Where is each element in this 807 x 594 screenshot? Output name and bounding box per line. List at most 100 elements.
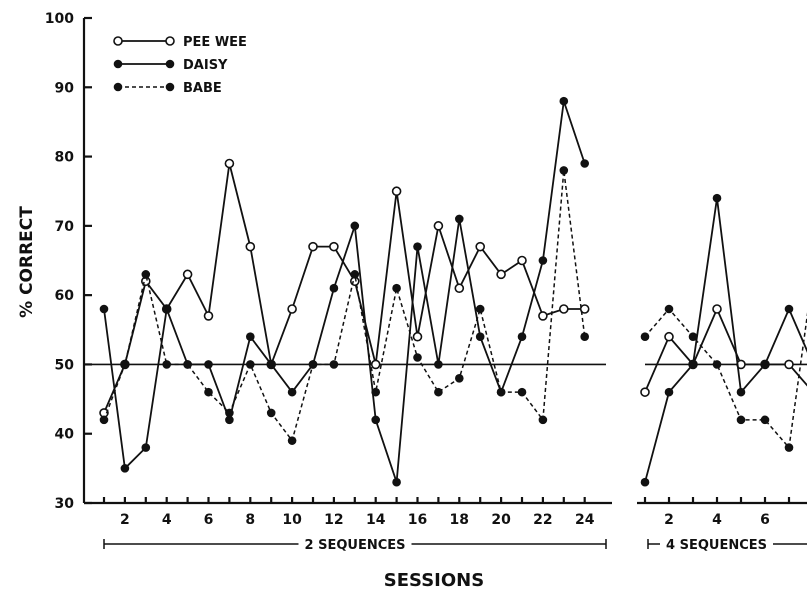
y-axis-label: % CORRECT bbox=[17, 206, 37, 318]
axes-layer bbox=[82, 16, 807, 549]
y-tick-label: 90 bbox=[55, 80, 75, 96]
data-point-daisy bbox=[712, 193, 722, 203]
data-point-pee-wee bbox=[329, 241, 339, 252]
series-line-pee-wee-2-sequences bbox=[103, 163, 585, 414]
series-line-daisy-2-sequences bbox=[103, 100, 586, 483]
y-tick-label: 80 bbox=[55, 150, 75, 166]
x-tick-label: 14 bbox=[366, 512, 386, 528]
data-point-babe bbox=[455, 373, 464, 383]
y-tick-label: 70 bbox=[55, 219, 75, 235]
data-point-babe bbox=[225, 408, 234, 418]
y-tick-label: 60 bbox=[55, 288, 75, 304]
data-point-babe bbox=[580, 332, 589, 342]
x-tick-label: 10 bbox=[282, 512, 302, 528]
data-point-pee-wee bbox=[538, 311, 548, 321]
legend-marker-pee-wee bbox=[113, 36, 123, 46]
x-tick-label: 24 bbox=[575, 512, 595, 528]
data-point-babe bbox=[120, 360, 130, 369]
data-point-babe bbox=[712, 360, 722, 369]
data-point-babe bbox=[162, 360, 171, 369]
data-point-babe bbox=[204, 387, 213, 397]
data-point-daisy bbox=[413, 242, 422, 251]
data-point-pee-wee bbox=[640, 387, 650, 397]
condition-label-4-sequences: 4 SEQUENCES bbox=[666, 538, 767, 553]
data-point-daisy bbox=[246, 332, 255, 342]
data-point-pee-wee bbox=[224, 158, 235, 169]
data-point-pee-wee bbox=[784, 359, 794, 370]
data-point-daisy bbox=[434, 360, 443, 369]
x-tick-label: 16 bbox=[408, 512, 427, 528]
data-point-babe bbox=[538, 415, 548, 425]
series-line-babe-4-sequences bbox=[644, 307, 807, 450]
data-point-babe bbox=[640, 332, 650, 342]
legend-item-pee-wee: PEE WEE bbox=[113, 35, 247, 50]
data-point-daisy bbox=[517, 332, 527, 342]
x-tick-label: 4 bbox=[712, 512, 722, 528]
data-point-babe bbox=[266, 408, 276, 418]
x-tick-label: 2 bbox=[120, 512, 130, 528]
y-tick-label: 40 bbox=[55, 427, 75, 443]
data-point-babe bbox=[308, 360, 318, 369]
data-point-babe bbox=[760, 415, 770, 425]
x-tick-label: 4 bbox=[162, 512, 172, 528]
data-point-daisy bbox=[688, 360, 698, 369]
data-point-pee-wee bbox=[558, 304, 569, 314]
data-point-pee-wee bbox=[433, 221, 444, 231]
data-point-pee-wee bbox=[203, 311, 214, 321]
data-point-babe bbox=[475, 304, 485, 314]
data-point-babe bbox=[371, 387, 381, 397]
data-point-babe bbox=[329, 360, 339, 369]
legend-marker-babe bbox=[113, 82, 123, 92]
x-tick-label: 12 bbox=[324, 512, 343, 528]
data-point-pee-wee bbox=[308, 241, 318, 252]
x-tick-label: 2 bbox=[664, 512, 674, 528]
legend-marker-daisy bbox=[165, 59, 175, 69]
data-point-babe bbox=[688, 332, 698, 342]
data-point-pee-wee bbox=[370, 359, 381, 370]
data-point-daisy bbox=[350, 221, 360, 231]
data-point-daisy bbox=[392, 477, 401, 487]
data-point-daisy bbox=[580, 159, 589, 168]
data-point-babe bbox=[517, 387, 527, 397]
data-point-daisy bbox=[371, 415, 381, 425]
data-point-daisy bbox=[287, 387, 297, 397]
data-point-pee-wee bbox=[475, 241, 486, 252]
data-point-daisy bbox=[204, 360, 213, 369]
data-point-pee-wee bbox=[287, 304, 297, 314]
data-point-pee-wee bbox=[182, 269, 193, 280]
legend-marker-pee-wee bbox=[165, 36, 175, 46]
legend-label-babe: BABE bbox=[183, 81, 222, 96]
x-tick-label: 8 bbox=[245, 512, 255, 528]
data-point-pee-wee bbox=[245, 241, 256, 252]
data-point-daisy bbox=[736, 387, 746, 397]
x-tick-label: 6 bbox=[760, 512, 770, 528]
data-point-babe bbox=[559, 166, 569, 175]
legend-item-babe: BABE bbox=[113, 81, 222, 96]
data-point-babe bbox=[141, 270, 151, 279]
series-layer bbox=[99, 96, 807, 487]
data-point-pee-wee bbox=[454, 283, 465, 294]
legend-item-daisy: DAISY bbox=[113, 58, 228, 73]
x-tick-label: 18 bbox=[450, 512, 469, 528]
series-line-babe-2-sequences bbox=[103, 170, 586, 443]
data-point-daisy bbox=[784, 304, 794, 314]
x-tick-label: 22 bbox=[533, 512, 552, 528]
y-tick-label: 50 bbox=[55, 357, 75, 373]
data-point-daisy bbox=[266, 360, 276, 369]
data-point-babe bbox=[183, 360, 192, 369]
data-point-babe bbox=[664, 304, 674, 314]
data-point-pee-wee bbox=[712, 304, 722, 314]
data-point-daisy bbox=[329, 283, 339, 293]
data-point-babe bbox=[413, 353, 422, 362]
data-point-pee-wee bbox=[412, 331, 423, 342]
data-point-babe bbox=[99, 415, 109, 425]
data-point-daisy bbox=[225, 415, 234, 425]
data-point-babe bbox=[246, 360, 255, 369]
x-axis-label: SESSIONS bbox=[384, 570, 484, 591]
data-point-daisy bbox=[120, 464, 130, 473]
legend-marker-babe bbox=[165, 82, 175, 92]
data-point-pee-wee bbox=[579, 304, 590, 314]
data-point-daisy bbox=[538, 256, 548, 265]
legend-marker-daisy bbox=[113, 59, 123, 69]
